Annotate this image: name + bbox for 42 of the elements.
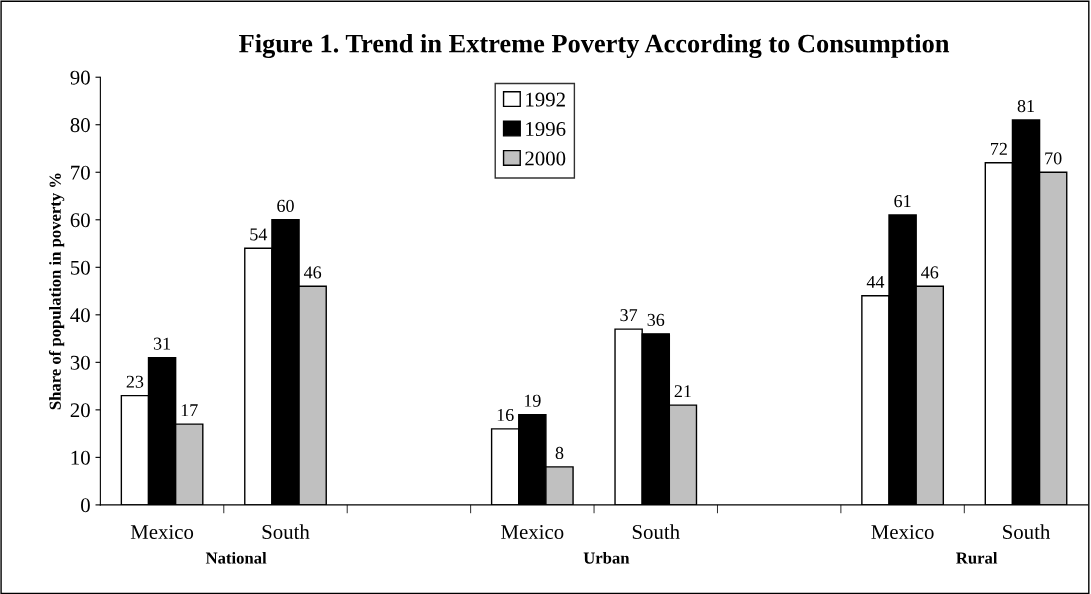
x-tick-label: South [632, 524, 680, 540]
data-label: 16 [497, 408, 514, 422]
x-tick-label: Mexico [501, 525, 564, 540]
x-tick-label: Mexico [871, 525, 934, 540]
text: National [205, 551, 267, 564]
data-label: 46 [303, 266, 322, 279]
x-tick-label: South [262, 524, 310, 540]
y-tick-label: 80 [70, 118, 90, 133]
data-label: 46 [921, 266, 939, 279]
data-label: 81 [1017, 99, 1034, 113]
data-label: 21 [674, 385, 691, 398]
text: Urban [583, 551, 630, 564]
y-tick-label: 0 [81, 498, 90, 513]
y-tick-label: 50 [71, 260, 90, 275]
data-label: 23 [126, 375, 144, 388]
y-tick-label: 30 [70, 355, 90, 370]
data-label: 37 [620, 309, 638, 322]
y-tick-label: 40 [70, 308, 90, 323]
chart-title: Figure 1. Trend in Extreme Poverty According to Consumption [239, 33, 950, 59]
y-tick-label: 60 [70, 213, 90, 228]
data-label: 54 [250, 228, 268, 241]
data-label: 31 [153, 337, 171, 350]
legend-label: 1992 [526, 92, 565, 107]
data-label: 19 [524, 394, 541, 407]
legend-label: 1996 [526, 122, 566, 137]
data-label: 44 [866, 275, 885, 288]
data-label: 60 [277, 199, 294, 212]
y-tick-label: 10 [71, 450, 90, 465]
data-label: 61 [894, 195, 911, 208]
x-tick-label: Mexico [130, 525, 194, 540]
data-label: 17 [181, 404, 198, 417]
data-label: 36 [647, 313, 665, 326]
x-tick-label: South [1003, 524, 1051, 540]
y-tick-label: 20 [70, 403, 90, 418]
legend-label: 2000 [525, 151, 566, 166]
y-tick-label: 70 [71, 165, 90, 180]
text: Rural [956, 551, 998, 564]
data-label: 72 [991, 142, 1007, 155]
data-label: 70 [1045, 152, 1062, 165]
y-tick-label: 90 [70, 70, 90, 85]
data-label: 8 [555, 446, 564, 460]
y-axis-title: Share of population in poverty % [48, 173, 65, 410]
